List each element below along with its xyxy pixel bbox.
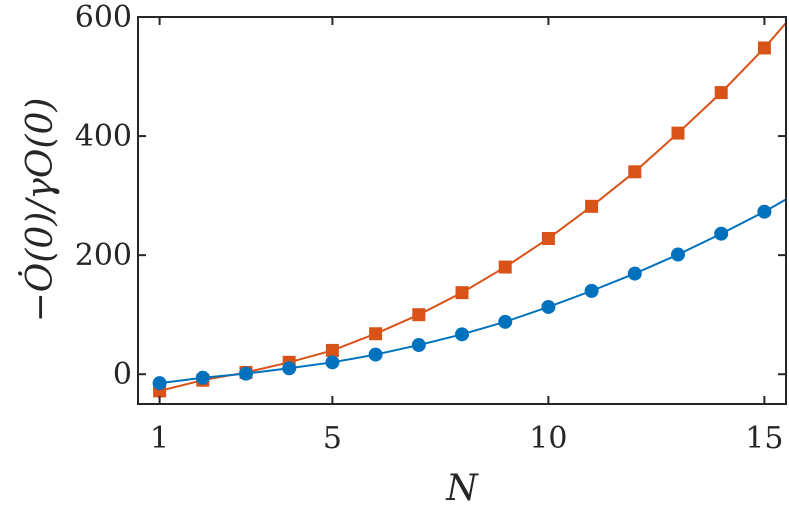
- series-1-point-11: [627, 266, 642, 281]
- series-1-point-6: [411, 338, 426, 353]
- series-1-point-7: [455, 327, 469, 342]
- series-0-point-12: [671, 126, 685, 140]
- x-axis-label: N: [445, 468, 479, 509]
- x-tick-label-3: 15: [745, 421, 783, 456]
- series-1: [152, 198, 786, 391]
- series-0-point-8: [498, 260, 512, 274]
- plot-frame: [137, 16, 787, 405]
- series-0-point-11: [628, 165, 642, 179]
- series-0: [153, 22, 786, 398]
- series-1-point-4: [325, 355, 340, 370]
- y-tick-label-2: 400: [75, 119, 132, 154]
- series-1-point-8: [498, 314, 513, 329]
- series-1-point-5: [368, 347, 383, 362]
- x-tick-label-1: 5: [323, 421, 342, 456]
- x-tick-label-0: 1: [150, 421, 169, 456]
- series-1-point-14: [757, 204, 772, 219]
- series-1-point-2: [239, 366, 253, 381]
- series-0-point-14: [757, 41, 771, 55]
- series-0-point-4: [325, 343, 339, 357]
- series-0-point-6: [412, 308, 426, 322]
- series-0-point-7: [455, 286, 469, 300]
- series-1-point-12: [671, 247, 685, 262]
- series-0-point-10: [585, 199, 599, 213]
- y-tick-label-0: 0: [113, 357, 132, 392]
- x-tick-label-2: 10: [529, 421, 567, 456]
- series-0-point-13: [714, 86, 728, 100]
- series-1-point-13: [714, 226, 729, 241]
- y-tick-label-3: 600: [75, 0, 132, 35]
- series-1-point-3: [282, 361, 297, 376]
- series-1-point-1: [195, 370, 210, 385]
- series-0-point-9: [541, 231, 555, 245]
- series-1-point-0: [152, 376, 167, 391]
- series-layer: [152, 22, 786, 398]
- series-1-line: [159, 198, 786, 385]
- series-0-line: [159, 22, 786, 392]
- series-0-point-5: [369, 327, 383, 341]
- series-1-point-10: [584, 283, 599, 298]
- y-tick-label-1: 200: [75, 238, 132, 273]
- y-axis-label: −Ȯ(0)/γO(0): [19, 98, 61, 323]
- series-1-point-9: [541, 299, 556, 314]
